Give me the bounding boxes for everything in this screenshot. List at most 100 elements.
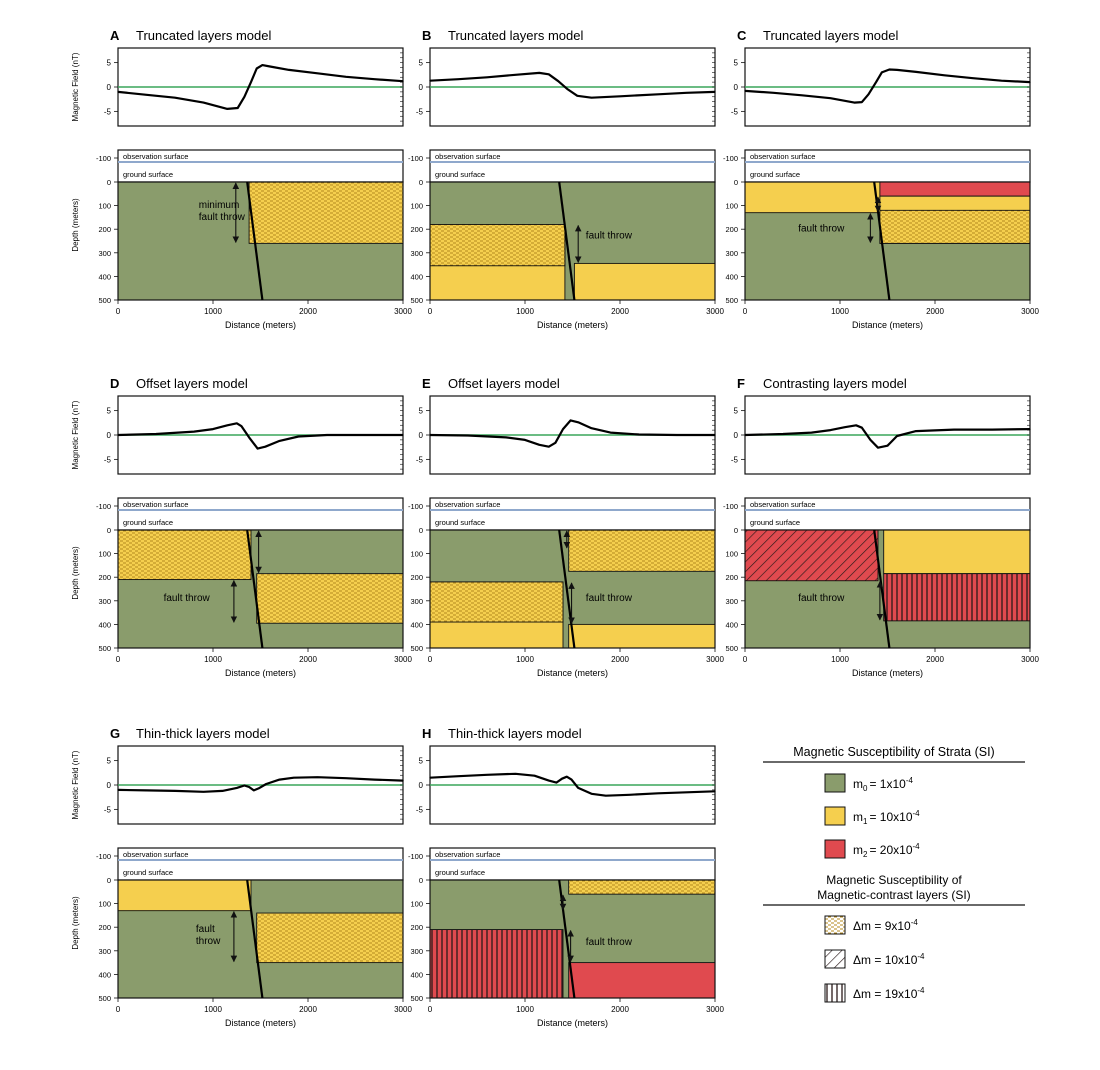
data-point [221,790,224,792]
depth-axis-label: Depth (meters) [71,896,80,950]
x-tick-label: 2000 [299,307,317,316]
panel-letter: A [110,28,120,43]
layer-pattern-vert [883,573,1030,621]
depth-axis-label: Depth (meters) [71,546,80,600]
depth-tick-label: 100 [725,202,738,211]
data-point [570,779,573,781]
surface-strip [429,149,716,183]
legend-contrast-label: Δm = 19x10-4 [853,986,925,1001]
x-tick-label: 0 [743,307,748,316]
fault-throw-label: fault throw [798,224,845,235]
data-point [316,72,319,74]
ground-surface-label: ground surface [435,868,485,877]
data-point [236,787,238,789]
data-point [364,434,366,436]
mag-tick-label: 0 [107,781,112,790]
data-point [226,424,228,426]
x-tick-label: 3000 [394,655,412,664]
panel-B: B Truncated layers model 5 0 -5 observation s… [408,28,724,330]
data-point [250,81,252,83]
layer-yellow [883,530,1030,574]
legend-symbol: m [853,810,863,824]
data-point [991,429,993,431]
legend-strata-title: Magnetic Susceptibility of Strata (SI) [793,745,994,759]
data-point [155,433,157,435]
data-point [566,776,568,778]
panel-title: Truncated layers model [136,28,271,43]
x-tick-label: 0 [116,1005,121,1014]
legend-value: = 20x10 [869,843,912,857]
data-point [772,92,775,94]
layer-yellow [568,624,715,648]
data-point [915,430,917,432]
panel-letter: C [737,28,747,43]
fault-throw-label: fault throw [586,593,633,604]
depth-tick-label: 0 [107,526,111,535]
legend-swatch-yellow [824,806,846,826]
depth-tick-label: 500 [98,644,111,653]
data-point [810,431,813,434]
data-point [638,433,640,436]
layer-pattern-dots [568,530,715,572]
depth-tick-label: 300 [725,597,738,606]
data-point [402,780,404,782]
data-point [373,779,376,781]
depth-tick-label: 0 [419,876,423,885]
mag-tick-label: 5 [107,407,112,416]
data-point [402,80,404,82]
x-tick-label: 0 [116,307,121,316]
data-point [744,90,746,92]
data-point [505,436,507,439]
fault-line [558,181,576,301]
depth-tick-label: 500 [725,644,738,653]
data-point [212,428,214,430]
legend-strata-label: m1 = 10x10-4 [853,809,920,826]
layer-pattern-dots [568,880,715,895]
legend-contrast-label: Δm = 9x10-4 [853,918,918,933]
fault-throw-label: fault throw [199,212,246,223]
x-tick-label: 3000 [394,1005,412,1014]
mag-tick-label: 0 [107,83,112,92]
depth-tick-label: 100 [410,900,423,909]
ground-surface-label: ground surface [750,518,800,527]
data-point [619,95,621,97]
x-tick-label: 1000 [204,655,222,664]
data-point [514,74,517,76]
depth-tick-label: 500 [98,296,111,305]
data-point [533,775,536,777]
x-tick-label: 3000 [706,1005,724,1014]
fault-throw-label: fault throw [586,231,633,242]
fault-line [246,879,264,999]
data-point [782,433,784,435]
x-tick-label: 2000 [299,1005,317,1014]
mag-tick-label: -5 [416,805,424,814]
section-frame [429,181,716,301]
panel-C: C Truncated layers model 5 0 -5 observation s… [723,28,1039,330]
x-tick-label: 2000 [299,655,317,664]
depth-tick-label: 100 [410,550,423,559]
x-axis-label: Distance (meters) [852,320,923,330]
mag-tick-label: -5 [731,107,739,116]
mag-tick-label: 5 [107,59,112,68]
x-tick-label: 1000 [204,307,222,316]
panel-title: Thin-thick layers model [448,726,582,741]
mag-axis-label: Magnetic Field (nT) [71,400,80,469]
data-point [524,439,526,441]
data-point [577,787,579,789]
ground-surface-label: ground surface [435,518,485,527]
data-point [605,795,607,797]
x-axis-label: Distance (meters) [537,1018,608,1028]
legend-subscript: 1 [863,817,868,826]
depth-tick-label: 200 [725,225,738,234]
section-frame [429,879,716,999]
depth-tick-label: -100 [408,154,423,163]
mag-tick-label: 0 [107,431,112,440]
legend-exponent: -4 [917,952,925,961]
data-point [538,444,540,446]
legend-contrast-title: Magnetic-contrast layers (SI) [817,888,970,902]
panel-title: Thin-thick layers model [136,726,270,741]
section-frame [117,529,404,649]
data-point [538,72,540,74]
x-tick-label: 2000 [611,655,629,664]
